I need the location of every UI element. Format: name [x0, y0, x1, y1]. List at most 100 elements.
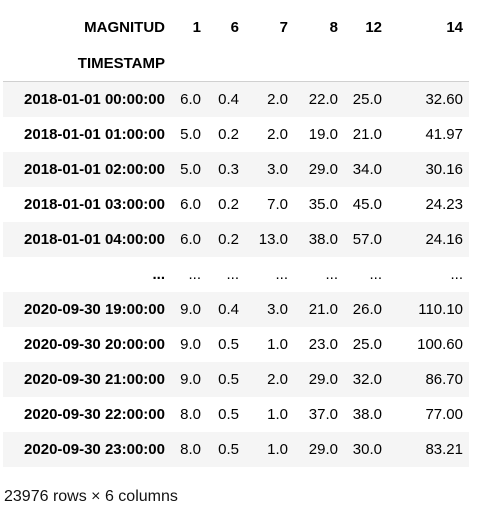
table-row: 2018-01-01 02:00:00 5.0 0.3 3.0 29.0 34.0 30.1… [3, 152, 469, 187]
columns-name-label: MAGNITUD [84, 19, 165, 36]
column-header: 7 [279, 19, 288, 36]
table-cell: 3.0 [267, 301, 288, 318]
row-index-cell: 2020-09-30 19:00:00 [24, 301, 165, 318]
table-cell: 8.0 [180, 406, 201, 423]
table-cell: 29.0 [308, 371, 338, 388]
table-cell: 1.0 [267, 406, 288, 423]
table-cell: 0.4 [218, 301, 239, 318]
table-cell: 9.0 [180, 336, 201, 353]
dataframe-table: MAGNITUD 1 6 7 8 12 14 TIMESTAMP 2018-01… [3, 10, 469, 467]
row-index-cell: ... [152, 266, 165, 283]
column-header: 6 [230, 19, 239, 36]
table-cell: 5.0 [180, 161, 201, 178]
table-header: MAGNITUD 1 6 7 8 12 14 TIMESTAMP [3, 10, 469, 82]
table-cell: 45.0 [352, 196, 382, 213]
row-index-cell: 2020-09-30 21:00:00 [24, 371, 165, 388]
table-cell: 0.2 [218, 196, 239, 213]
table-cell: 8.0 [180, 441, 201, 458]
table-cell: 100.60 [417, 336, 463, 353]
table-cell: 24.16 [425, 231, 463, 248]
table-cell: 30.16 [425, 161, 463, 178]
table-cell: 2.0 [267, 91, 288, 108]
table-cell: ... [450, 266, 463, 283]
table-cell: 21.0 [308, 301, 338, 318]
table-cell: 0.2 [218, 231, 239, 248]
index-name-label: TIMESTAMP [3, 46, 171, 82]
row-index-cell: 2018-01-01 00:00:00 [24, 91, 165, 108]
table-cell: 25.0 [352, 91, 382, 108]
table-cell: 5.0 [180, 126, 201, 143]
table-cell: ... [369, 266, 382, 283]
table-cell: 29.0 [308, 161, 338, 178]
table-cell: 41.97 [425, 126, 463, 143]
table-cell: 21.0 [352, 126, 382, 143]
table-row: 2020-09-30 21:00:00 9.0 0.5 2.0 29.0 32.0 86.7… [3, 362, 469, 397]
table-cell: 0.5 [218, 406, 239, 423]
table-cell: 110.10 [418, 301, 463, 318]
table-cell: 9.0 [180, 301, 201, 318]
table-row: 2018-01-01 01:00:00 5.0 0.2 2.0 19.0 21.0 41.9… [3, 117, 469, 152]
table-cell: 0.5 [218, 371, 239, 388]
table-cell: 22.0 [308, 91, 338, 108]
table-cell: ... [275, 266, 288, 283]
table-cell: 1.0 [267, 441, 288, 458]
table-cell: 0.4 [218, 91, 239, 108]
table-row: 2020-09-30 22:00:00 8.0 0.5 1.0 37.0 38.0 77.0… [3, 397, 469, 432]
table-cell: 0.3 [218, 161, 239, 178]
column-header: 8 [329, 19, 338, 36]
column-header: 12 [365, 19, 382, 36]
table-cell: 26.0 [352, 301, 382, 318]
row-index-cell: 2020-09-30 20:00:00 [24, 336, 165, 353]
table-cell: 38.0 [352, 406, 382, 423]
table-cell: 9.0 [180, 371, 201, 388]
table-cell: 0.5 [218, 336, 239, 353]
table-cell: 6.0 [180, 196, 201, 213]
table-cell: 77.00 [425, 406, 463, 423]
table-cell: 2.0 [267, 126, 288, 143]
table-cell: 30.0 [352, 441, 382, 458]
table-cell: 0.2 [218, 126, 239, 143]
table-cell: 32.60 [425, 91, 463, 108]
table-row: 2020-09-30 23:00:00 8.0 0.5 1.0 29.0 30.0 83.2… [3, 432, 469, 467]
table-cell: 1.0 [267, 336, 288, 353]
table-row: 2018-01-01 04:00:00 6.0 0.2 13.0 38.0 57.0 24.… [3, 222, 469, 257]
table-cell: 6.0 [180, 91, 201, 108]
ellipsis-row: ..................... [3, 257, 469, 292]
row-index-cell: 2020-09-30 22:00:00 [24, 406, 165, 423]
table-row: 2020-09-30 19:00:00 9.0 0.4 3.0 21.0 26.0 110.… [3, 292, 469, 327]
row-index-cell: 2018-01-01 04:00:00 [24, 231, 165, 248]
table-cell: 0.5 [218, 441, 239, 458]
table-cell: 34.0 [352, 161, 382, 178]
table-body: 2018-01-01 00:00:00 6.0 0.4 2.0 22.0 25.0 32.6… [3, 81, 469, 467]
table-cell: 57.0 [352, 231, 382, 248]
column-header-row: MAGNITUD 1 6 7 8 12 14 [3, 10, 469, 46]
table-cell: 2.0 [267, 371, 288, 388]
column-header: 14 [446, 19, 463, 36]
row-index-cell: 2018-01-01 02:00:00 [24, 161, 165, 178]
table-cell: ... [226, 266, 239, 283]
table-cell: ... [188, 266, 201, 283]
row-index-cell: 2018-01-01 01:00:00 [24, 126, 165, 143]
table-row: 2018-01-01 00:00:00 6.0 0.4 2.0 22.0 25.0 32.6… [3, 81, 469, 117]
table-cell: 29.0 [308, 441, 338, 458]
row-index-cell: 2018-01-01 03:00:00 [24, 196, 165, 213]
row-index-cell: 2020-09-30 23:00:00 [24, 441, 165, 458]
table-cell: ... [325, 266, 338, 283]
table-cell: 38.0 [308, 231, 338, 248]
table-cell: 86.70 [425, 371, 463, 388]
table-row: 2020-09-30 20:00:00 9.0 0.5 1.0 23.0 25.0 100.… [3, 327, 469, 362]
table-cell: 83.21 [425, 441, 463, 458]
table-cell: 35.0 [308, 196, 338, 213]
table-cell: 3.0 [267, 161, 288, 178]
table-cell: 7.0 [267, 196, 288, 213]
table-cell: 37.0 [308, 406, 338, 423]
dataframe-shape-text: 23976 rows × 6 columns [4, 488, 178, 505]
table-row: 2018-01-01 03:00:00 6.0 0.2 7.0 35.0 45.0 24.2… [3, 187, 469, 222]
column-header: 1 [192, 19, 201, 36]
table-cell: 32.0 [352, 371, 382, 388]
table-cell: 13.0 [258, 231, 288, 248]
index-name-row: TIMESTAMP [3, 46, 469, 82]
table-cell: 23.0 [308, 336, 338, 353]
dataframe-output: MAGNITUD 1 6 7 8 12 14 TIMESTAMP 2018-01… [3, 10, 469, 467]
table-cell: 6.0 [180, 231, 201, 248]
